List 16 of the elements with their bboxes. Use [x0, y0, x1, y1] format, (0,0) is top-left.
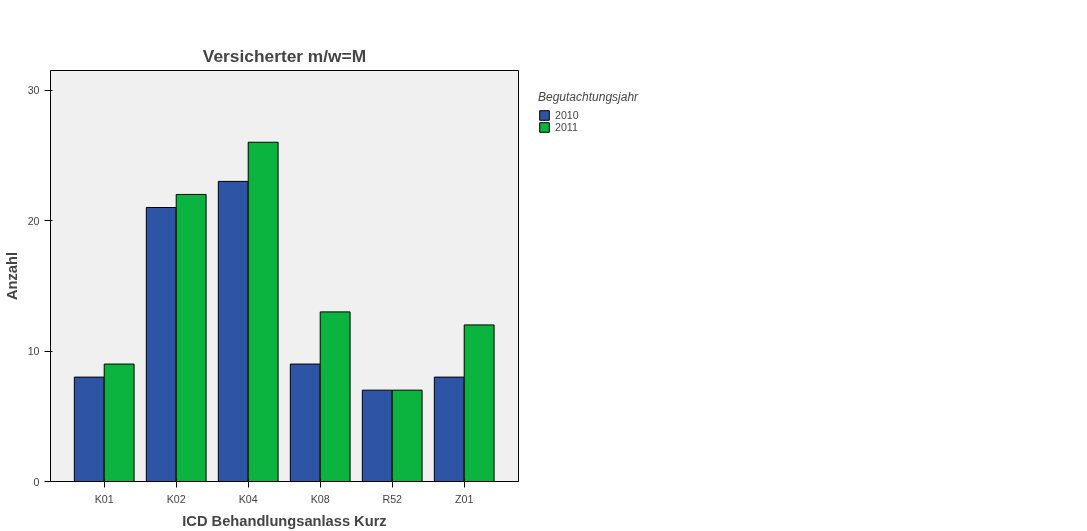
y-tick-label: 20 [27, 214, 40, 227]
x-tick-label: K01 [94, 492, 114, 505]
x-axis-title: ICD Behandlungsanlass Kurz [182, 512, 387, 529]
x-tick-label: Z01 [455, 492, 474, 505]
x-tick-label: R52 [382, 492, 403, 505]
legend-title: Begutachtungsjahr [538, 90, 639, 104]
y-tick-label: 0 [33, 475, 40, 488]
y-tick-label: 10 [27, 345, 40, 358]
legend-label: 2011 [555, 121, 578, 133]
x-tick-label: K08 [310, 492, 330, 505]
y-axis-title: Anzahl [3, 251, 20, 301]
chart-title: Versicherter m/w=M [202, 45, 367, 66]
x-tick-label: K02 [166, 492, 186, 505]
legend-label: 2010 [555, 109, 579, 121]
x-tick-label: K04 [238, 492, 258, 505]
y-tick-label: 30 [27, 84, 40, 97]
